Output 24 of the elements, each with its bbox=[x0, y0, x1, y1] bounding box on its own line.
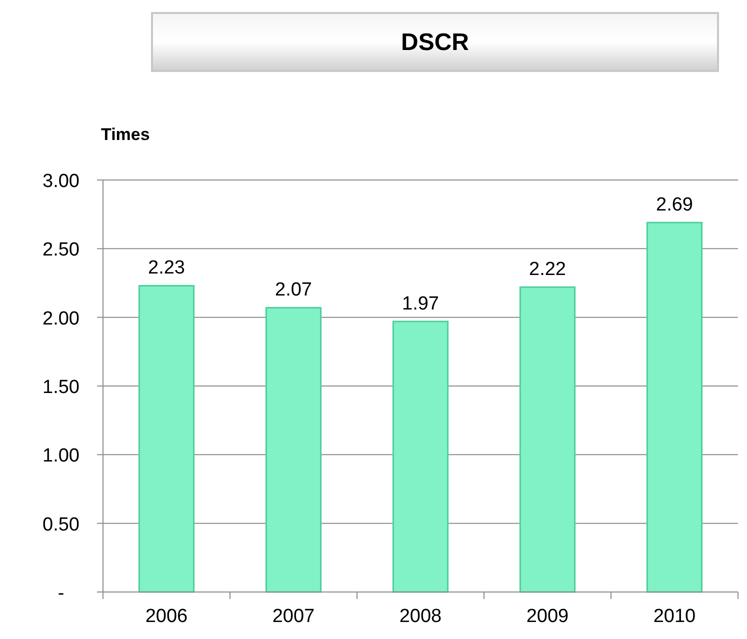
data-label: 1.97 bbox=[402, 293, 439, 314]
data-label: 2.07 bbox=[275, 280, 312, 301]
y-tick-label: 0.50 bbox=[42, 514, 80, 536]
y-tick-label: 2.50 bbox=[42, 240, 80, 261]
bar bbox=[138, 284, 195, 593]
y-tick-label: 3.00 bbox=[42, 171, 80, 192]
y-axis-title: Times bbox=[101, 125, 150, 144]
chart-title: DSCR bbox=[400, 29, 470, 56]
x-tick-label: 2009 bbox=[526, 606, 569, 627]
bar bbox=[646, 222, 703, 593]
bar bbox=[519, 286, 576, 593]
data-label: 2.69 bbox=[656, 194, 693, 216]
y-tick-label: 1.50 bbox=[42, 377, 80, 398]
x-tick-label: 2008 bbox=[399, 606, 442, 627]
bar bbox=[392, 320, 449, 593]
data-label: 2.22 bbox=[529, 259, 566, 280]
y-tick-label: - bbox=[58, 583, 64, 604]
x-tick-label: 2010 bbox=[653, 606, 696, 627]
y-tick-label: 2.00 bbox=[42, 308, 80, 330]
data-label: 2.23 bbox=[148, 258, 185, 279]
x-tick-label: 2007 bbox=[272, 606, 315, 627]
y-tick-label: 1.00 bbox=[42, 446, 80, 467]
x-tick-label: 2006 bbox=[145, 606, 188, 627]
bar bbox=[265, 306, 322, 593]
